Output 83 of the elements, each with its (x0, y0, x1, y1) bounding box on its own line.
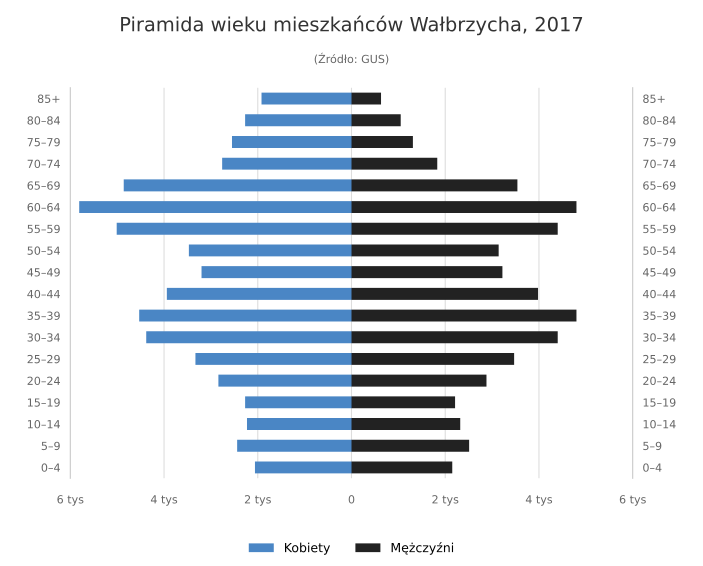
bar (188, 244, 352, 256)
category-label: 55–59 (28, 224, 60, 234)
bar (352, 158, 438, 170)
category-label: 25–29 (28, 354, 60, 364)
y-tick-label: 60–64 (643, 203, 676, 212)
bar (352, 331, 558, 344)
bar (262, 92, 352, 105)
y-tick-label: 50–54 (643, 246, 676, 255)
y-tick-label: 35–39 (643, 312, 676, 320)
bar (245, 396, 352, 408)
bar (352, 461, 452, 474)
bar (352, 179, 518, 192)
bar (352, 310, 576, 322)
bar (139, 310, 352, 322)
bar (232, 136, 352, 148)
bar (352, 396, 456, 408)
x-tick-label: 0 (348, 495, 354, 504)
category-label: 30–34 (28, 333, 60, 342)
bar (146, 331, 352, 344)
bar (124, 179, 352, 192)
category-label: 75–79 (28, 138, 60, 146)
chart-title: Piramida wieku mieszkańców Wałbrzycha, 2017 (121, 16, 582, 36)
bar (166, 288, 352, 300)
category-label: 35–39 (28, 312, 60, 320)
x-tick-label: 4 tys (150, 495, 178, 506)
x-tick-label: 4 tys (526, 495, 552, 506)
y-tick-label: 70–74 (643, 160, 676, 168)
y-tick-label: 0–4 (643, 463, 662, 472)
category-label: 60–64 (28, 203, 60, 212)
y-tick-label: 10–14 (644, 420, 676, 428)
category-label: 45–49 (27, 268, 60, 277)
category-label: 50–54 (28, 246, 60, 255)
y-tick-label: 40–44 (642, 290, 676, 298)
x-tick-label: 6 tys (57, 495, 84, 506)
bar (352, 352, 514, 365)
bar (218, 374, 352, 387)
category-label: 0–4 (42, 463, 60, 472)
bar (222, 158, 352, 170)
chart-subtitle: (Źródło: GUS) (314, 52, 388, 64)
bar (237, 440, 352, 452)
x-tick-label: 6 tys (620, 495, 646, 506)
bar (79, 201, 352, 214)
category-label: 80–84 (28, 116, 60, 125)
bar (352, 222, 558, 235)
category-label: 85+ (38, 94, 60, 103)
bar (352, 266, 502, 278)
y-tick-label: 30–34 (643, 333, 676, 342)
bar (352, 114, 401, 126)
category-label: 15–19 (28, 398, 60, 407)
y-tick-label: 85+ (643, 94, 665, 103)
y-tick-label: 75–79 (643, 138, 676, 146)
category-label: 10–14 (28, 420, 60, 428)
y-tick-label: 55–59 (643, 224, 676, 234)
y-tick-label: 65–69 (643, 181, 676, 190)
bar (352, 440, 470, 452)
y-tick-label: 20–24 (643, 376, 676, 386)
bar (352, 288, 538, 300)
bar (352, 201, 576, 214)
bar (352, 136, 413, 148)
category-label: 70–74 (28, 160, 60, 168)
category-label: 65–69 (28, 181, 60, 190)
category-label: 5–9 (42, 442, 60, 450)
y-tick-label: 80–84 (643, 116, 676, 125)
bar (245, 114, 352, 126)
x-tick-label: 2 tys (244, 495, 271, 506)
bar (116, 222, 352, 235)
y-tick-label: 5–9 (643, 442, 662, 450)
y-tick-label: 45–49 (642, 268, 676, 277)
bar (352, 418, 460, 430)
bar (352, 92, 382, 105)
y-tick-label: 25–29 (643, 354, 676, 364)
y-tick-label: 15–19 (644, 398, 676, 407)
bar (202, 266, 352, 278)
bar (352, 374, 486, 387)
bar (195, 352, 352, 365)
bar (352, 244, 499, 256)
category-label: 20–24 (28, 376, 60, 386)
bar (254, 461, 352, 474)
legend-label: Kobiety (285, 542, 330, 555)
category-label: 40–44 (27, 290, 60, 298)
legend-label: Mężczyźni (392, 542, 454, 555)
bar (246, 418, 352, 430)
x-tick-label: 2 tys (432, 495, 458, 506)
